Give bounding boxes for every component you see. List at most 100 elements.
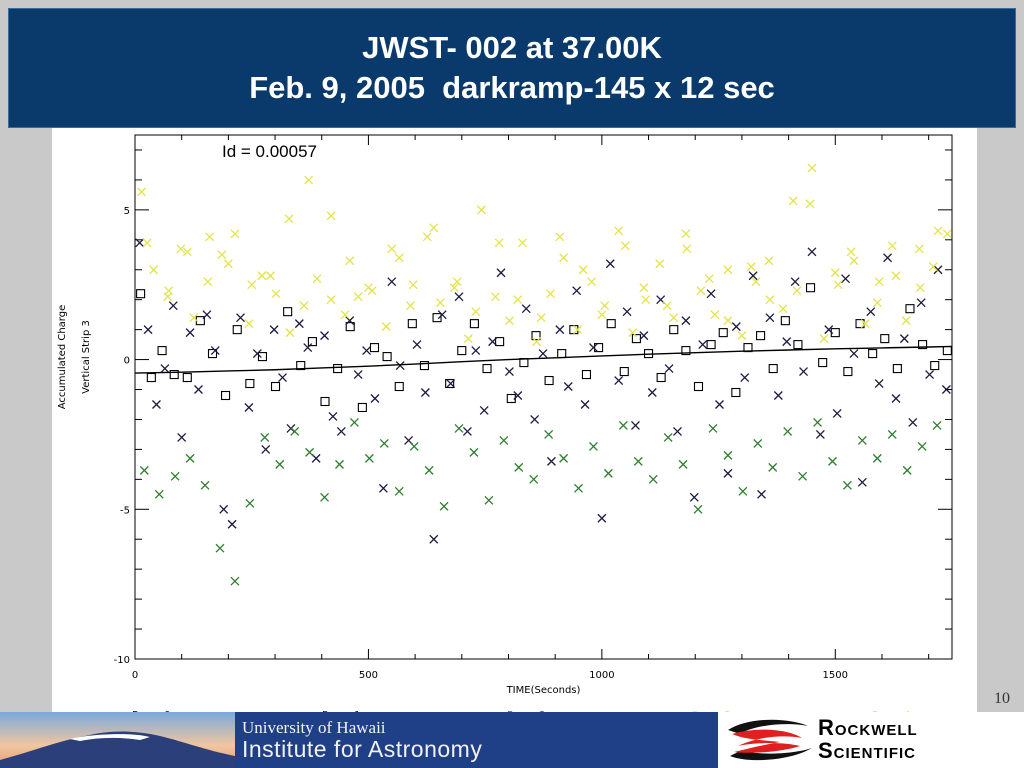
data-point [333,364,343,374]
data-point [710,310,720,320]
data-point [285,328,295,338]
data-point [828,456,837,466]
data-point [768,364,778,374]
data-point [363,283,373,293]
data-point [462,426,472,436]
x-tick-label: 0 [132,670,138,681]
data-point [435,298,445,308]
data-point [587,277,597,287]
slide-title-line-1: JWST- 002 at 37.00K [362,30,662,65]
data-point [429,534,439,544]
series-ramp-0 [136,283,952,413]
data-point [437,310,447,320]
data-point [471,307,481,317]
data-point [513,391,523,400]
data-point [299,301,309,311]
data-point [669,325,679,335]
data-point [257,271,267,281]
series-ramp-1 [135,238,951,544]
data-point [857,477,867,487]
x-axis-label: TIME(Seconds) [506,685,581,696]
data-point [143,325,153,335]
data-point [588,441,598,451]
data-point [872,298,882,308]
data-point [830,268,840,278]
institution-name-line-2: Institute for Astronomy [242,736,483,762]
data-point [891,394,901,403]
data-point [819,334,829,344]
data-point [420,388,430,397]
data-point [203,277,213,287]
data-point [874,277,884,287]
data-point [176,244,186,254]
data-point [849,349,859,359]
data-point [681,316,691,326]
data-point [818,358,828,368]
data-point [407,319,417,329]
data-point [283,307,293,317]
data-point [580,400,590,409]
data-point [200,480,210,490]
data-point [378,483,388,493]
data-point [544,375,554,386]
data-point [335,459,344,469]
data-point [185,453,195,463]
data-point [230,229,240,239]
data-point [930,361,940,371]
data-point [260,432,270,442]
data-point [664,364,674,374]
data-point [622,307,632,317]
data-point [394,381,404,392]
data-point [152,400,161,409]
data-point [669,313,679,323]
data-point [394,486,404,496]
data-point [340,310,350,320]
data-point [364,453,374,463]
data-point [633,456,643,466]
data-point [860,319,870,329]
data-point [681,346,691,356]
data-point [908,417,918,427]
data-point [574,483,583,493]
data-point [326,211,336,221]
data-point [805,283,816,293]
data-point [419,361,430,371]
data-point [387,277,397,287]
data-point [605,259,615,269]
data-point [530,414,540,424]
data-point [656,372,666,383]
x-tick-label: 1000 [589,670,614,681]
data-point [230,576,240,586]
data-point [546,456,556,466]
data-point [168,301,178,311]
data-point [693,504,703,514]
data-point [731,322,741,332]
data-point [581,369,592,380]
data-point [236,313,245,323]
data-point [471,346,481,356]
data-point [488,337,498,347]
data-point [902,465,912,475]
data-point [704,274,714,284]
data-point [357,402,367,413]
data-point [573,325,583,335]
data-point [805,199,815,209]
data-point [799,367,808,377]
data-point [723,450,733,460]
data-point [265,271,275,281]
data-point [432,313,442,323]
data-point [215,543,225,553]
data-point [790,277,800,287]
data-point [429,223,439,233]
data-point [618,420,628,430]
data-point [614,376,624,385]
data-point [369,343,380,353]
data-point [245,378,255,389]
slide-number: 10 [994,690,1010,707]
data-point [594,343,604,353]
data-point [698,340,708,350]
data-point [874,379,884,388]
data-point [842,480,852,490]
data-point [290,426,300,436]
data-point [536,313,546,323]
